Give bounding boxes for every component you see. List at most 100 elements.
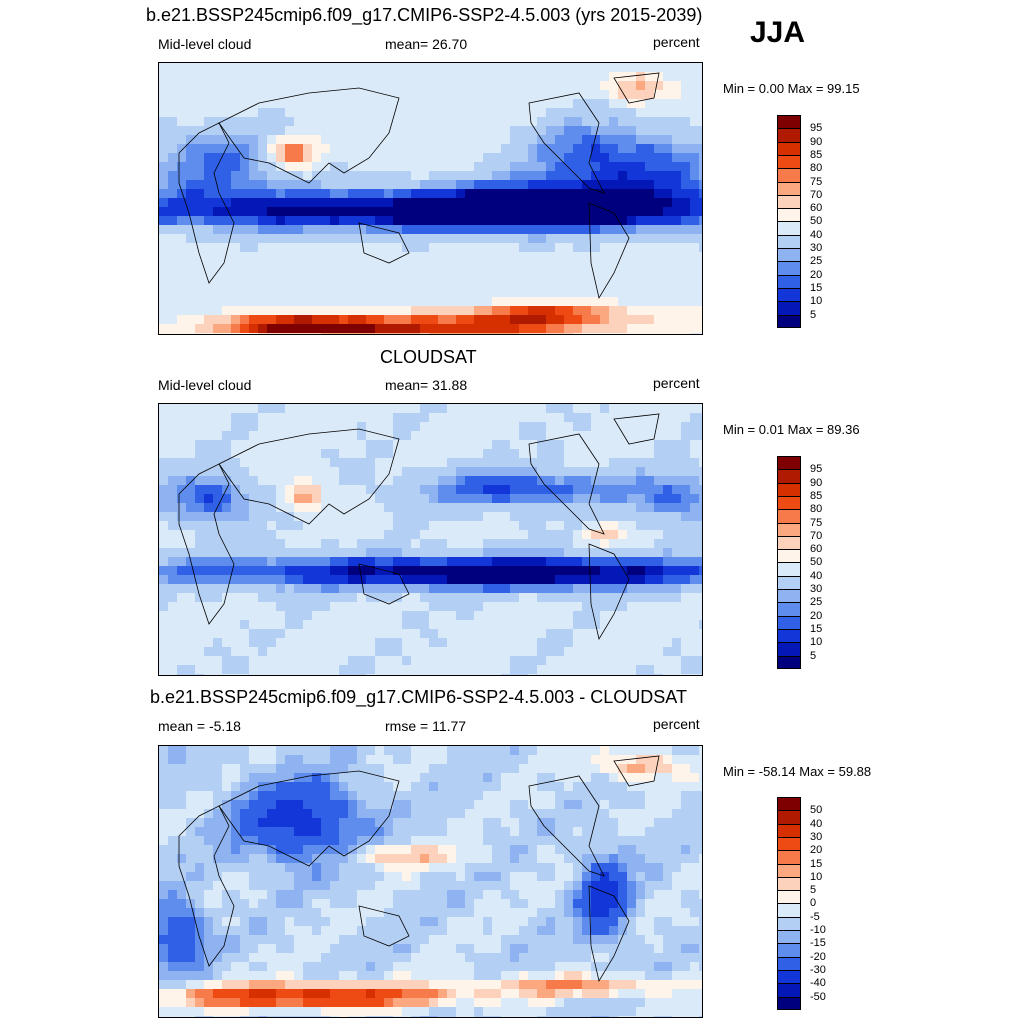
colorbar-tick-label: 30 [810, 830, 823, 843]
colorbar-swatch [777, 301, 801, 315]
panel-1-minmax: Min = 0.00 Max = 99.15 [723, 81, 860, 96]
panel-2-mean-label: mean= 31.88 [385, 377, 468, 393]
panel-1-units-label: percent [653, 34, 700, 50]
coastline [218, 428, 400, 525]
colorbar-tick-label: 80 [810, 162, 823, 175]
panel-3-map [158, 745, 703, 1018]
colorbar-swatch [777, 969, 801, 984]
colorbar-swatch [777, 890, 801, 904]
panel-1-title: b.e21.BSSP245cmip6.f09_g17.CMIP6-SSP2-4.… [146, 5, 703, 25]
panel-3-minmax: Min = -58.14 Max = 59.88 [723, 764, 872, 779]
colorbar-swatch [777, 575, 801, 590]
coastline [358, 905, 410, 947]
colorbar-tick-label: 40 [810, 228, 823, 241]
coastline [218, 770, 400, 867]
coastline [528, 775, 605, 877]
colorbar-swatch [777, 615, 801, 630]
panel-3-title: b.e21.BSSP245cmip6.f09_g17.CMIP6-SSP2-4.… [150, 687, 687, 707]
colorbar-swatch [777, 154, 801, 169]
colorbar-swatch [777, 983, 801, 997]
colorbar-swatch [777, 115, 801, 129]
colorbar-swatch [777, 482, 801, 497]
panel-1-map-field [159, 63, 702, 334]
colorbar-tick-label: 95 [810, 122, 823, 135]
colorbar-swatch [777, 456, 801, 470]
panel-2-minmax: Min = 0.01 Max = 89.36 [723, 422, 860, 437]
colorbar-tick-label: 5 [810, 884, 817, 897]
coastline [218, 87, 400, 184]
panel-1-mean-label: mean= 26.70 [385, 36, 468, 52]
colorbar-tick-label: -15 [810, 937, 826, 950]
coastline [613, 413, 660, 445]
colorbar-tick-label: 70 [810, 529, 823, 542]
colorbar-tick-label: -5 [810, 910, 820, 923]
colorbar-tick-label: 85 [810, 489, 823, 502]
colorbar-swatch [777, 836, 801, 851]
colorbar-tick-label: 20 [810, 844, 823, 857]
panel-3-units-label: percent [653, 716, 700, 732]
panel-2-variable-label: Mid-level cloud [158, 377, 252, 393]
colorbar-tick-label: 75 [810, 175, 823, 188]
colorbar-tick-label: 30 [810, 242, 823, 254]
colorbar-swatch [777, 221, 801, 236]
coastline [588, 202, 630, 300]
colorbar-tick-label: -10 [810, 924, 826, 936]
colorbar-swatch [777, 495, 801, 510]
coastline [588, 543, 630, 641]
colorbar-swatch [777, 248, 801, 262]
colorbar-tick-label: 5 [810, 308, 817, 321]
colorbar-swatch [777, 287, 801, 302]
colorbar-tick-label: 50 [810, 215, 823, 228]
colorbar-swatch [777, 943, 801, 958]
coastline [613, 755, 660, 787]
panel-3-mean-label: mean = -5.18 [158, 718, 241, 734]
colorbar-swatch [777, 549, 801, 563]
colorbar-swatch [777, 797, 801, 811]
colorbar-tick-label: 10 [810, 870, 823, 883]
colorbar-tick-label: 60 [810, 202, 823, 215]
colorbar-tick-label: 50 [810, 804, 823, 817]
colorbar-tick-label: 60 [810, 543, 823, 556]
colorbar-swatch [777, 208, 801, 222]
colorbar-tick-label: 30 [810, 583, 823, 595]
colorbar-swatch [777, 602, 801, 617]
colorbar-tick-label: 90 [810, 476, 823, 489]
panel-1-map [158, 62, 703, 335]
colorbar-swatch [777, 509, 801, 523]
colorbar-swatch [777, 234, 801, 249]
colorbar-swatch [777, 655, 801, 669]
colorbar-tick-label: 85 [810, 148, 823, 161]
colorbar-tick-label: 50 [810, 556, 823, 569]
colorbar-tick-label: 75 [810, 516, 823, 529]
colorbar-swatch [777, 916, 801, 931]
coastline [358, 222, 410, 264]
colorbar-tick-label: 70 [810, 188, 823, 201]
colorbar-swatch [777, 314, 801, 328]
colorbar-swatch [777, 876, 801, 891]
colorbar-swatch [777, 562, 801, 577]
coastline [588, 885, 630, 983]
colorbar-swatch [777, 274, 801, 289]
coastline [613, 72, 660, 104]
panel-2-units-label: percent [653, 375, 700, 391]
coastline [528, 433, 605, 535]
colorbar-swatch [777, 522, 801, 537]
colorbar-swatch [777, 996, 801, 1010]
colorbar-swatch [777, 903, 801, 918]
colorbar-swatch [777, 128, 801, 143]
panel-1-variable-label: Mid-level cloud [158, 36, 252, 52]
colorbar-tick-label: 90 [810, 135, 823, 148]
colorbar-swatch [777, 181, 801, 196]
colorbar-swatch [777, 930, 801, 944]
colorbar-swatch [777, 628, 801, 643]
colorbar-tick-label: 40 [810, 569, 823, 582]
colorbar-tick-label: 15 [810, 857, 823, 870]
colorbar-swatch [777, 469, 801, 484]
colorbar-tick-label: -20 [810, 950, 826, 963]
colorbar-swatch [777, 863, 801, 878]
colorbar-swatch [777, 850, 801, 864]
colorbar-tick-label: 25 [810, 596, 823, 609]
colorbar-tick-label: 0 [810, 897, 817, 910]
colorbar-tick-label: 25 [810, 255, 823, 268]
colorbar-swatch [777, 141, 801, 156]
